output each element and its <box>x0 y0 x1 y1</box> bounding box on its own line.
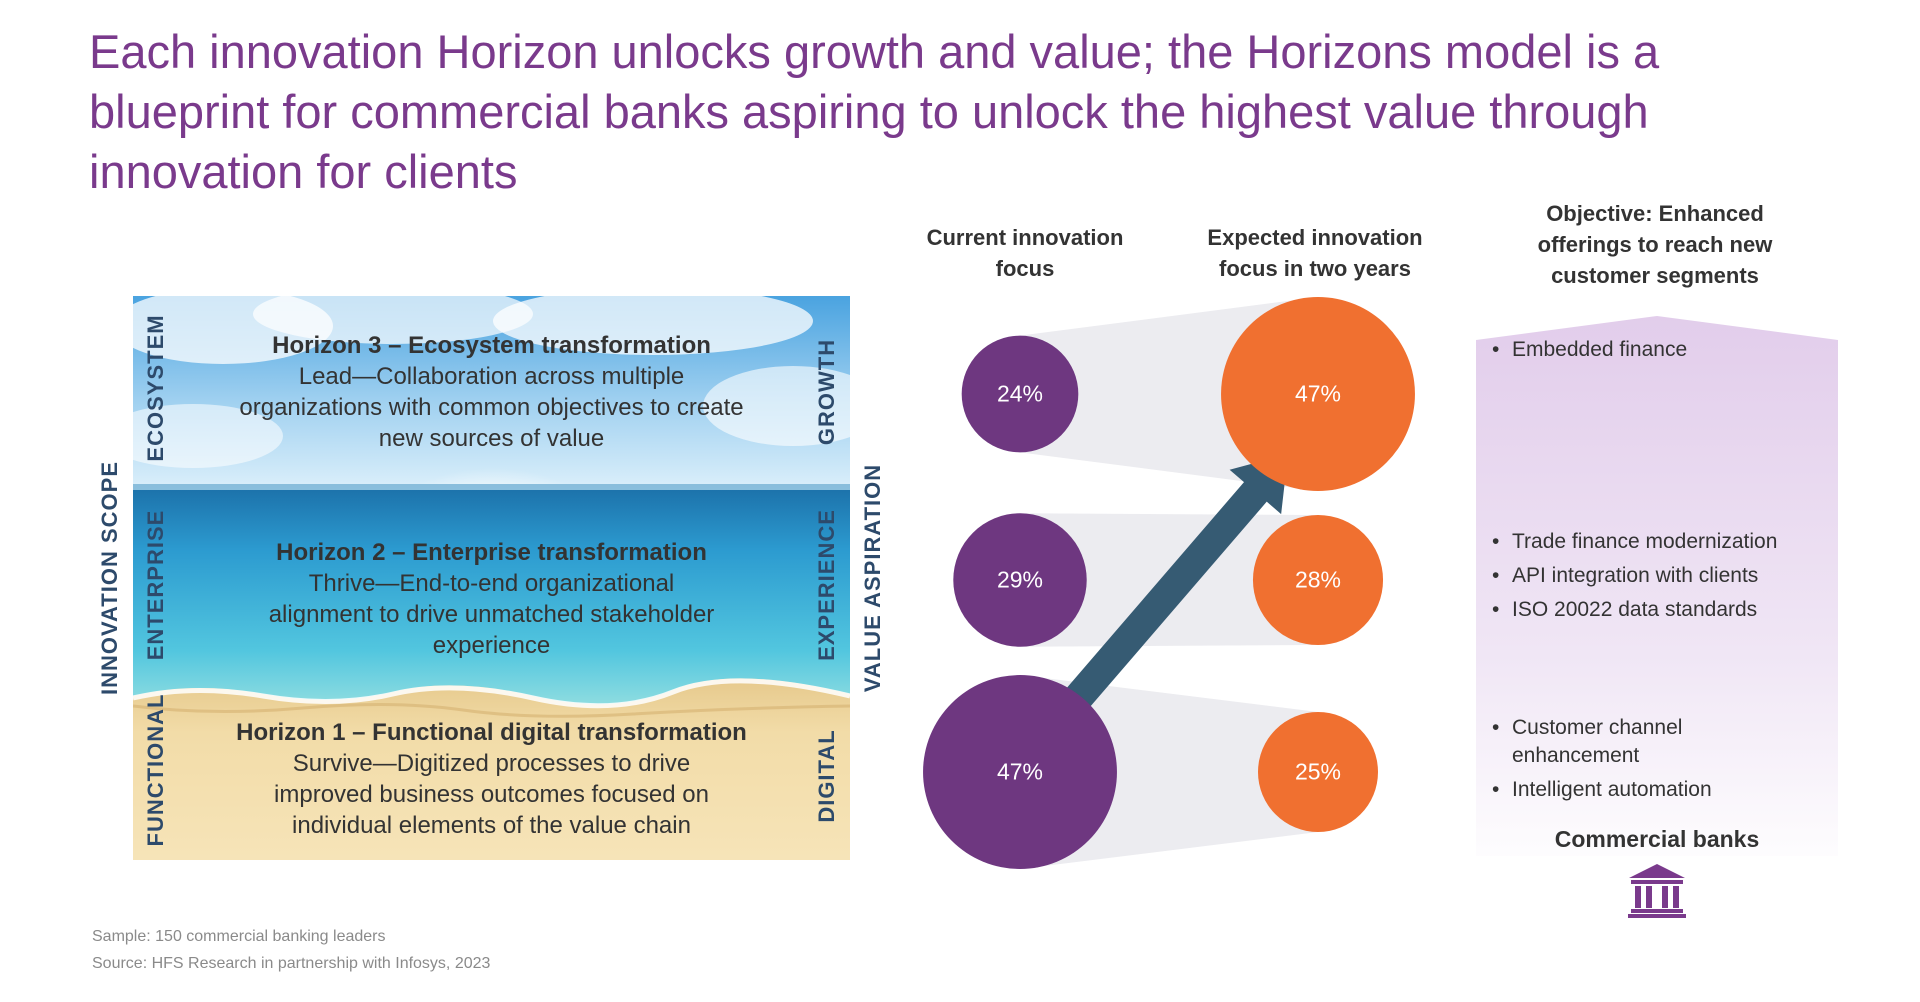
objective-header: Objective: Enhanced offerings to reach n… <box>1537 201 1773 288</box>
footnote-sample: Sample: 150 commercial banking leaders <box>92 928 386 945</box>
current-bubble-label: 47% <box>996 758 1044 785</box>
objective-list-horizon-2: Trade finance modernization API integrat… <box>1492 528 1777 630</box>
horizon-3-title: Horizon 3 – Ecosystem transformation <box>272 332 711 359</box>
horizon-1-block: Horizon 1 – Functional digital transform… <box>193 717 790 841</box>
list-item: Customer channel enhancement <box>1492 714 1742 770</box>
horizon-3-desc: Lead—Collaboration across multiple organ… <box>239 363 744 452</box>
current-bubble-label: 24% <box>996 380 1044 407</box>
commercial-banks-label: Commercial banks <box>1554 826 1760 852</box>
expected-bubble <box>1252 514 1384 646</box>
page-title: Each innovation Horizon unlocks growth a… <box>89 25 1660 198</box>
list-item: ISO 20022 data standards <box>1492 596 1777 624</box>
expected-bubble-label: 28% <box>1294 566 1342 593</box>
list-item: Embedded finance <box>1492 336 1687 364</box>
horizon-panel: ECOSYSTEM ENTERPRISE FUNCTIONAL GROWTH E… <box>133 296 850 860</box>
objective-list-horizon-3: Embedded finance <box>1492 336 1687 370</box>
current-bubble <box>923 675 1117 869</box>
expected-focus-header: Expected innovation focus in two years <box>1207 225 1423 281</box>
horizon-2-block: Horizon 2 – Enterprise transformation Th… <box>193 537 790 661</box>
expected-bubble <box>1221 297 1415 491</box>
expected-bubble <box>1258 712 1378 832</box>
current-bubble <box>953 513 1087 647</box>
horizon-2-desc: Thrive—End-to-end organizational alignme… <box>268 570 715 659</box>
shift-arrow <box>1028 454 1288 752</box>
horizon-1-title: Horizon 1 – Functional digital transform… <box>236 719 747 746</box>
current-bubble <box>961 335 1079 453</box>
expected-bubble-label: 25% <box>1294 758 1342 785</box>
current-bubble-label: 29% <box>996 566 1044 593</box>
expected-bubble-label: 47% <box>1294 380 1342 407</box>
list-item: Intelligent automation <box>1492 776 1742 804</box>
horizon-2-title: Horizon 2 – Enterprise transformation <box>276 539 707 566</box>
current-focus-header: Current innovation focus <box>926 225 1124 281</box>
footnote-source: Source: HFS Research in partnership with… <box>92 955 491 972</box>
horizon-1-desc: Survive—Digitized processes to drive imp… <box>274 750 709 839</box>
bank-icon <box>1628 864 1686 918</box>
horizon-background <box>133 296 850 860</box>
objective-list-horizon-1: Customer channel enhancement Intelligent… <box>1492 714 1742 810</box>
list-item: API integration with clients <box>1492 562 1777 590</box>
list-item: Trade finance modernization <box>1492 528 1777 556</box>
horizon-3-block: Horizon 3 – Ecosystem transformation Lea… <box>193 330 790 454</box>
